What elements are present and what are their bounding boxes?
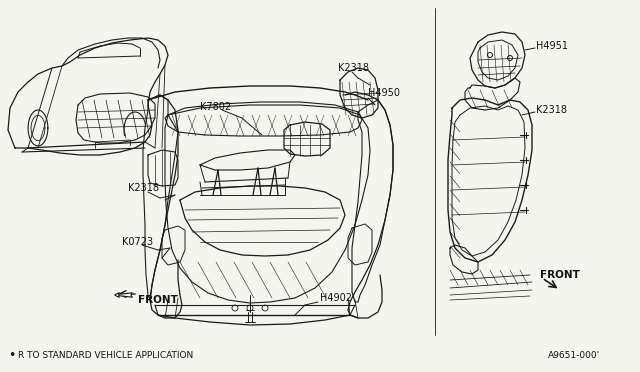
Text: K2318: K2318 (338, 63, 369, 73)
Text: K2318: K2318 (128, 183, 159, 193)
Text: R TO STANDARD VEHICLE APPLICATION: R TO STANDARD VEHICLE APPLICATION (18, 352, 193, 360)
Text: K7802: K7802 (200, 102, 231, 112)
Text: •: • (8, 350, 15, 362)
Text: H4951: H4951 (536, 41, 568, 51)
Text: FRONT: FRONT (540, 270, 580, 280)
Text: A9651-000': A9651-000' (548, 352, 600, 360)
Text: H4950: H4950 (368, 88, 400, 98)
Text: K0723: K0723 (122, 237, 153, 247)
Text: H4902: H4902 (320, 293, 352, 303)
Text: FRONT: FRONT (138, 295, 178, 305)
Text: K2318: K2318 (536, 105, 567, 115)
